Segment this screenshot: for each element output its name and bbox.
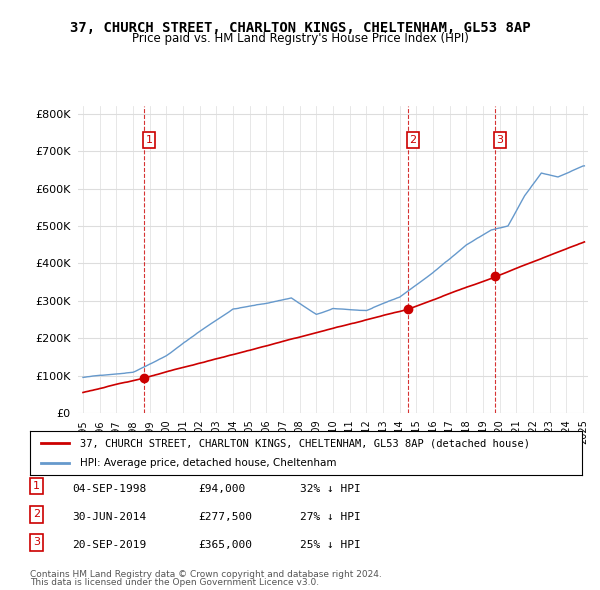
Text: £94,000: £94,000 xyxy=(198,484,245,494)
Text: 37, CHURCH STREET, CHARLTON KINGS, CHELTENHAM, GL53 8AP (detached house): 37, CHURCH STREET, CHARLTON KINGS, CHELT… xyxy=(80,438,530,448)
Text: HPI: Average price, detached house, Cheltenham: HPI: Average price, detached house, Chel… xyxy=(80,458,336,467)
Text: 37, CHURCH STREET, CHARLTON KINGS, CHELTENHAM, GL53 8AP: 37, CHURCH STREET, CHARLTON KINGS, CHELT… xyxy=(70,21,530,35)
Text: £365,000: £365,000 xyxy=(198,540,252,550)
Text: 3: 3 xyxy=(497,135,503,145)
Text: This data is licensed under the Open Government Licence v3.0.: This data is licensed under the Open Gov… xyxy=(30,578,319,587)
Text: 1: 1 xyxy=(146,135,152,145)
Text: 04-SEP-1998: 04-SEP-1998 xyxy=(72,484,146,494)
Text: 3: 3 xyxy=(33,537,40,548)
Text: Contains HM Land Registry data © Crown copyright and database right 2024.: Contains HM Land Registry data © Crown c… xyxy=(30,571,382,579)
Text: 25% ↓ HPI: 25% ↓ HPI xyxy=(300,540,361,550)
Text: Price paid vs. HM Land Registry's House Price Index (HPI): Price paid vs. HM Land Registry's House … xyxy=(131,32,469,45)
Text: £277,500: £277,500 xyxy=(198,512,252,522)
Text: 2: 2 xyxy=(33,509,40,519)
Text: 30-JUN-2014: 30-JUN-2014 xyxy=(72,512,146,522)
Text: 27% ↓ HPI: 27% ↓ HPI xyxy=(300,512,361,522)
Text: 20-SEP-2019: 20-SEP-2019 xyxy=(72,540,146,550)
Text: 2: 2 xyxy=(409,135,416,145)
Text: 32% ↓ HPI: 32% ↓ HPI xyxy=(300,484,361,494)
Text: 1: 1 xyxy=(33,481,40,491)
